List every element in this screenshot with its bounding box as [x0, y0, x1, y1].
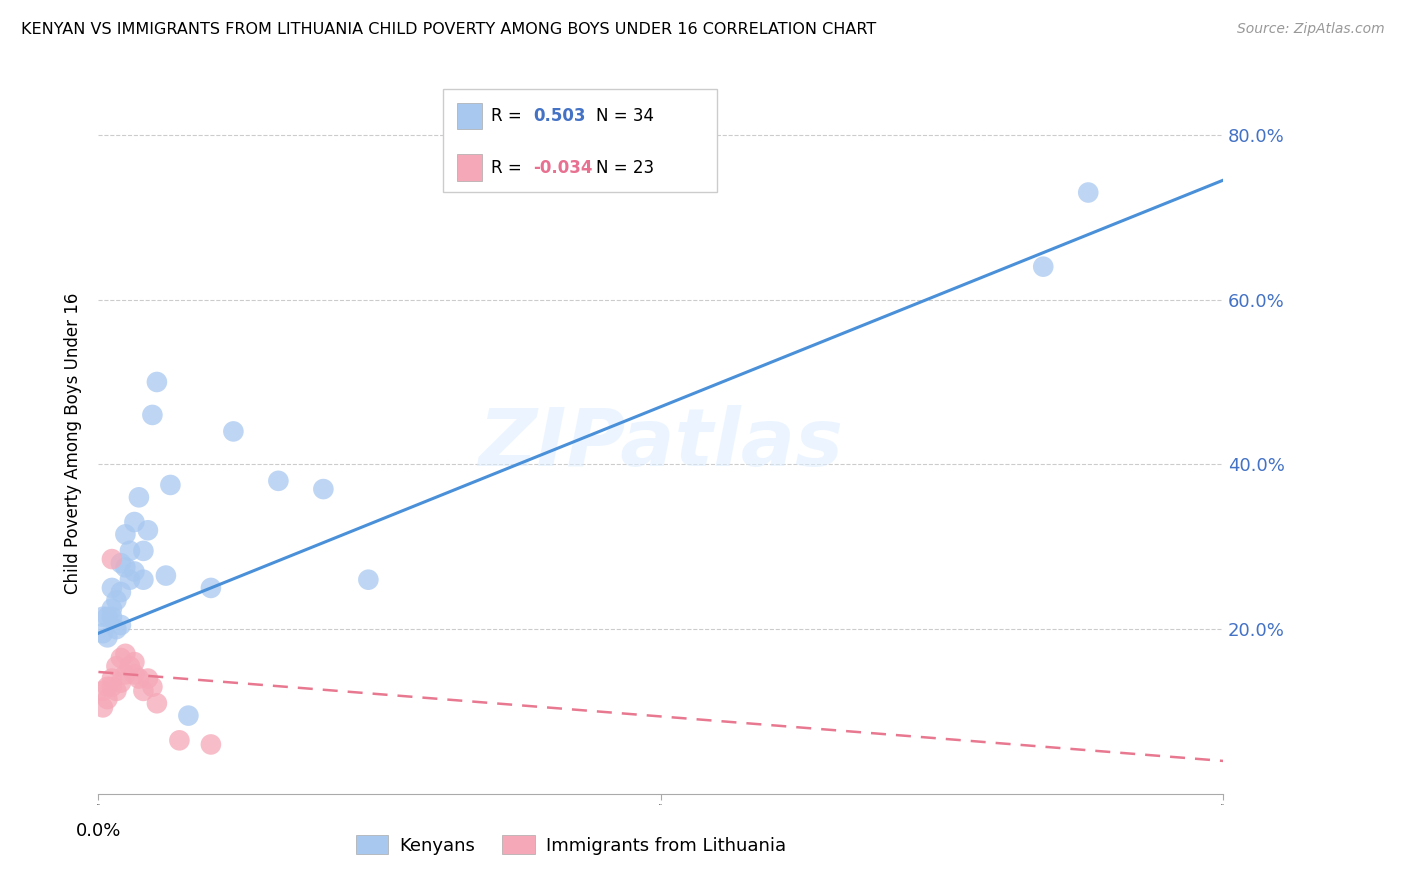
- Point: [96, 631, 118, 645]
- Point: [136, 523, 159, 537]
- Text: N = 34: N = 34: [596, 107, 654, 125]
- Text: -0.034: -0.034: [533, 159, 592, 177]
- Text: N = 23: N = 23: [596, 159, 654, 177]
- Point: [128, 491, 150, 505]
- Point: [136, 672, 159, 686]
- Point: [96, 609, 118, 624]
- Point: [91, 700, 114, 714]
- Point: [141, 680, 163, 694]
- Point: [101, 601, 124, 615]
- Point: [267, 474, 290, 488]
- Point: [114, 667, 136, 681]
- Point: [105, 684, 128, 698]
- Point: [132, 684, 155, 698]
- Point: [124, 667, 146, 681]
- Point: [146, 696, 169, 710]
- Text: Source: ZipAtlas.com: Source: ZipAtlas.com: [1237, 22, 1385, 37]
- Point: [312, 482, 335, 496]
- Point: [101, 552, 124, 566]
- Text: KENYAN VS IMMIGRANTS FROM LITHUANIA CHILD POVERTY AMONG BOYS UNDER 16 CORRELATIO: KENYAN VS IMMIGRANTS FROM LITHUANIA CHIL…: [21, 22, 876, 37]
- Point: [110, 618, 132, 632]
- Point: [96, 680, 118, 694]
- Point: [114, 560, 136, 574]
- Point: [118, 573, 141, 587]
- Point: [177, 708, 200, 723]
- Point: [101, 680, 124, 694]
- Point: [91, 609, 114, 624]
- Point: [200, 738, 222, 752]
- Point: [105, 622, 128, 636]
- Text: R =: R =: [491, 159, 527, 177]
- Point: [101, 672, 124, 686]
- Text: R =: R =: [491, 107, 527, 125]
- Point: [110, 585, 132, 599]
- Text: ZIPatlas: ZIPatlas: [478, 405, 844, 483]
- Y-axis label: Child Poverty Among Boys Under 16: Child Poverty Among Boys Under 16: [65, 293, 83, 594]
- Point: [132, 544, 155, 558]
- Point: [96, 692, 118, 706]
- Point: [132, 573, 155, 587]
- Point: [124, 655, 146, 669]
- Point: [169, 733, 191, 747]
- Point: [124, 565, 146, 579]
- Point: [1032, 260, 1054, 274]
- Point: [118, 544, 141, 558]
- Text: 0.0%: 0.0%: [76, 822, 121, 840]
- Point: [105, 593, 128, 607]
- Point: [357, 573, 380, 587]
- Point: [1077, 186, 1099, 200]
- Point: [146, 375, 169, 389]
- Point: [101, 609, 124, 624]
- Point: [118, 659, 141, 673]
- Point: [105, 659, 128, 673]
- Point: [91, 626, 114, 640]
- Point: [141, 408, 163, 422]
- Point: [114, 647, 136, 661]
- Point: [110, 675, 132, 690]
- Point: [200, 581, 222, 595]
- Point: [159, 478, 181, 492]
- Point: [222, 425, 245, 439]
- Point: [91, 684, 114, 698]
- Point: [114, 527, 136, 541]
- Point: [124, 515, 146, 529]
- Point: [110, 556, 132, 570]
- Point: [101, 581, 124, 595]
- Text: 0.503: 0.503: [533, 107, 585, 125]
- Point: [128, 672, 150, 686]
- Point: [110, 651, 132, 665]
- Point: [155, 568, 177, 582]
- Legend: Kenyans, Immigrants from Lithuania: Kenyans, Immigrants from Lithuania: [349, 828, 793, 862]
